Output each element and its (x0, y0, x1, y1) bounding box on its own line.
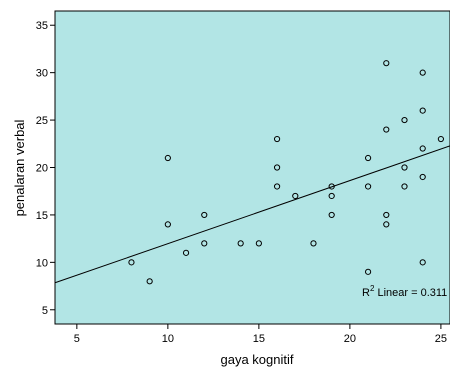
data-point (419, 173, 426, 181)
data-point (273, 164, 281, 171)
data-point (328, 192, 335, 200)
data-point (401, 164, 408, 171)
x-tick-label: 15 (253, 333, 265, 345)
data-point (328, 211, 335, 219)
linear-fit-line (54, 145, 450, 284)
data-point (401, 116, 408, 124)
data-point (182, 249, 190, 256)
data-point (146, 278, 153, 285)
x-tick-label: 10 (162, 333, 174, 345)
data-point (310, 240, 317, 247)
data-point (292, 192, 299, 200)
x-axis-title: gaya kognitif (221, 352, 294, 367)
y-tick-label: 15 (36, 210, 48, 222)
x-tick-label: 5 (74, 333, 80, 345)
y-tick-label: 5 (42, 305, 48, 317)
data-point (201, 240, 208, 247)
data-point (255, 240, 262, 247)
data-point (273, 183, 281, 190)
data-point (328, 183, 335, 190)
data-point (419, 145, 426, 152)
data-point (383, 221, 390, 228)
data-point (237, 240, 244, 247)
data-point (364, 154, 372, 162)
data-point (364, 268, 372, 275)
y-tick-label: 35 (36, 20, 48, 32)
data-point (164, 154, 171, 162)
x-tick-label: 25 (435, 333, 447, 345)
data-point (364, 183, 372, 190)
data-point (273, 135, 281, 143)
y-axis-title: penalaran verbal (12, 119, 27, 216)
data-point (383, 211, 390, 219)
data-point (437, 135, 444, 143)
data-point (419, 69, 426, 76)
data-point (383, 126, 390, 133)
plot-area (54, 10, 450, 325)
r-squared-annotation: R2 Linear = 0.311 (362, 284, 447, 299)
data-point (164, 221, 171, 228)
y-tick-label: 25 (36, 115, 48, 127)
x-tick-label: 20 (344, 333, 356, 345)
y-tick-label: 20 (36, 163, 48, 175)
data-point (128, 259, 135, 266)
data-point (383, 60, 390, 67)
y-tick-label: 30 (36, 68, 48, 80)
data-point (419, 259, 426, 266)
data-point (201, 211, 208, 219)
data-point (419, 107, 426, 114)
data-point (401, 183, 408, 190)
y-tick-label: 10 (36, 257, 48, 269)
